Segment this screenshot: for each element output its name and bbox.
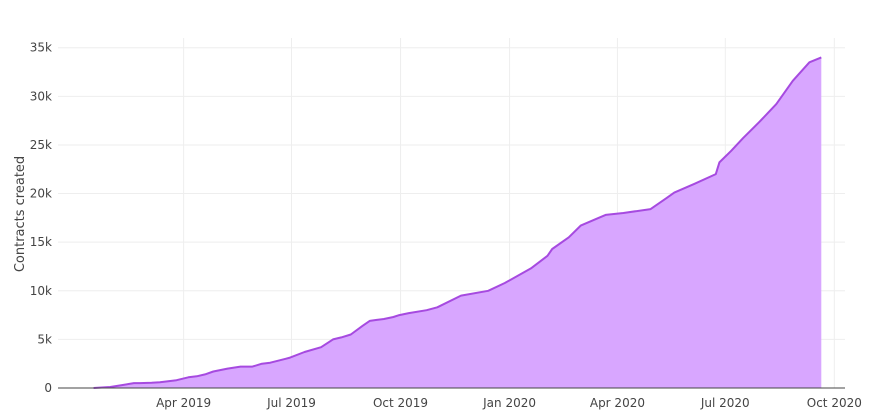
series-line (93, 56, 822, 389)
y-tick-label: 5k (37, 332, 52, 346)
y-tick-label: 15k (30, 235, 52, 249)
y-tick-label: 10k (30, 284, 52, 298)
area-fill (93, 57, 822, 389)
y-tick-label: 0 (44, 381, 52, 395)
y-axis-tick-labels: 0 5k 10k 15k 20k 25k 30k 35k (30, 41, 52, 395)
x-tick-label: Apr 2020 (590, 396, 645, 410)
x-tick-label: Oct 2019 (373, 396, 428, 410)
x-axis-tick-labels: Apr 2019 Jul 2019 Oct 2019 Jan 2020 Apr 2020… (156, 396, 862, 410)
y-axis-title: Contracts created (13, 156, 28, 272)
x-tick-label: Jan 2020 (482, 396, 536, 410)
y-tick-label: 20k (30, 187, 52, 201)
x-tick-label: Apr 2019 (156, 396, 211, 410)
x-tick-label: Jul 2020 (700, 396, 750, 410)
y-tick-label: 35k (30, 41, 52, 55)
x-tick-label: Oct 2020 (807, 396, 862, 410)
y-tick-label: 25k (30, 138, 52, 152)
x-tick-label: Jul 2019 (266, 396, 316, 410)
y-tick-label: 30k (30, 89, 52, 103)
